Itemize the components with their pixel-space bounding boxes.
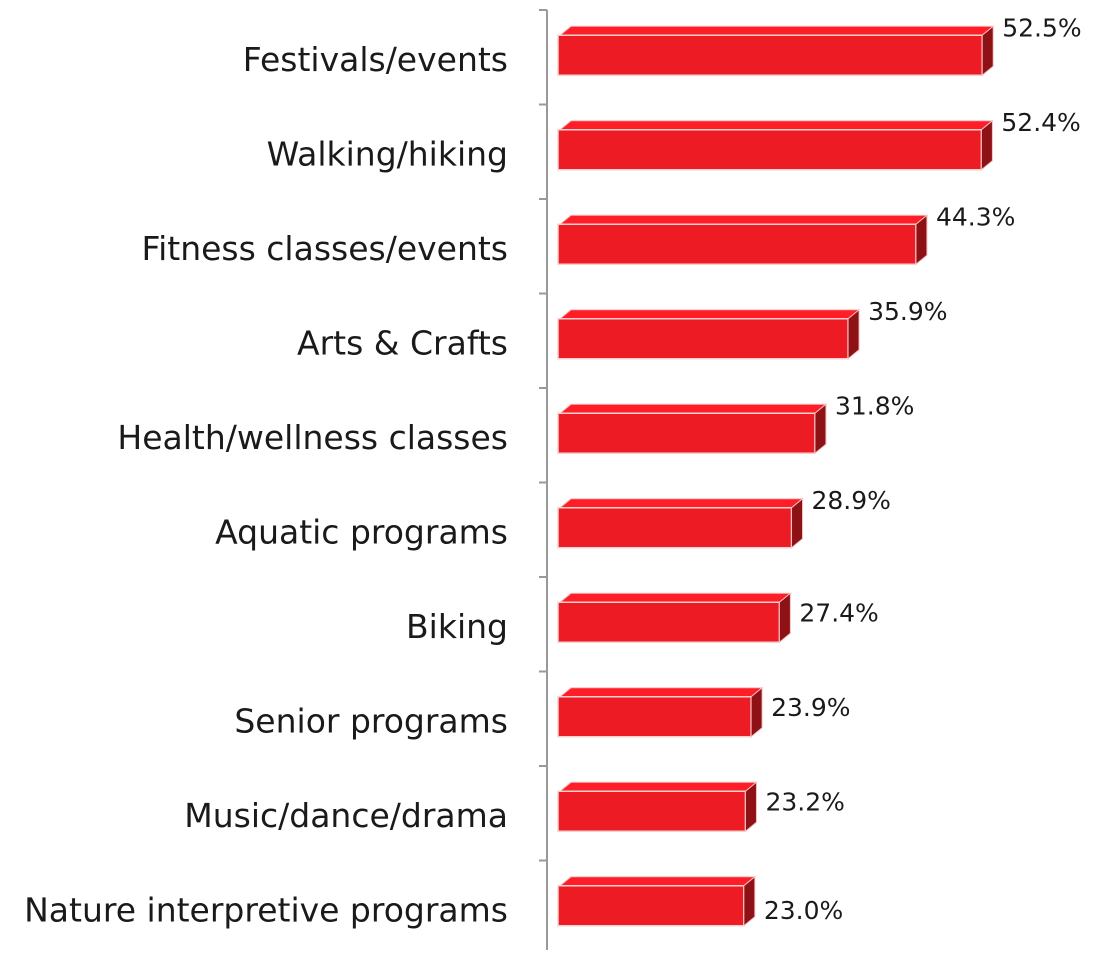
bar-top: [558, 214, 929, 225]
bar-front: [557, 885, 745, 927]
data-label: 23.2%: [765, 787, 844, 816]
data-label: 52.4%: [1001, 108, 1080, 137]
y-tick-label: Festivals/events: [243, 40, 508, 79]
y-tick-label: Music/dance/drama: [184, 796, 508, 835]
bar: [557, 403, 828, 455]
bar-front: [557, 507, 793, 549]
bar-top: [558, 498, 804, 509]
y-tick-label: Health/wellness classes: [117, 418, 508, 457]
bar-front: [557, 129, 983, 171]
y-tick-label: Aquatic programs: [215, 512, 508, 551]
bar-top: [558, 25, 995, 36]
y-tick-label: Walking/hiking: [267, 134, 508, 173]
bar-top: [558, 876, 757, 887]
bar-front: [557, 318, 849, 360]
bar-front: [557, 790, 747, 832]
bar-front: [557, 601, 781, 643]
bar-front: [557, 412, 816, 454]
data-label: 23.9%: [771, 693, 850, 722]
bar-side: [778, 592, 791, 644]
bar: [557, 25, 995, 77]
bar-front: [557, 696, 752, 738]
y-tick-label: Arts & Crafts: [297, 323, 508, 362]
data-label: 44.3%: [936, 202, 1015, 231]
bar-top: [558, 403, 828, 414]
data-label: 52.5%: [1002, 13, 1081, 42]
data-label: 28.9%: [812, 486, 891, 515]
bar-side: [981, 25, 994, 77]
bar: [557, 497, 804, 549]
bar-side: [744, 781, 757, 833]
bar: [557, 308, 861, 360]
bar: [557, 119, 994, 171]
data-label: 35.9%: [868, 297, 947, 326]
data-label: 31.8%: [835, 391, 914, 420]
bar-side: [750, 686, 763, 738]
bar-side: [847, 308, 860, 360]
y-tick-label: Senior programs: [234, 701, 508, 740]
bar: [557, 686, 764, 738]
bar-top: [558, 309, 861, 320]
bar-side: [743, 875, 756, 927]
y-tick-label: Biking: [406, 607, 508, 646]
bar-top: [558, 592, 792, 603]
bar-front: [557, 34, 983, 76]
bar-side: [791, 497, 804, 549]
bar-side: [980, 119, 993, 171]
bar-top: [558, 781, 758, 792]
bar-top: [558, 687, 764, 698]
y-tick-label: Nature interpretive programs: [24, 890, 508, 929]
bar: [557, 875, 757, 927]
bar: [557, 592, 792, 644]
bar-side: [814, 403, 827, 455]
data-label: 27.4%: [799, 598, 878, 627]
bar: [557, 781, 758, 833]
bar-top: [558, 120, 994, 131]
bar-side: [915, 214, 928, 266]
bar-front: [557, 223, 917, 265]
y-tick-label: Fitness classes/events: [142, 229, 509, 268]
bar: [557, 214, 929, 266]
data-label: 23.0%: [764, 896, 843, 925]
